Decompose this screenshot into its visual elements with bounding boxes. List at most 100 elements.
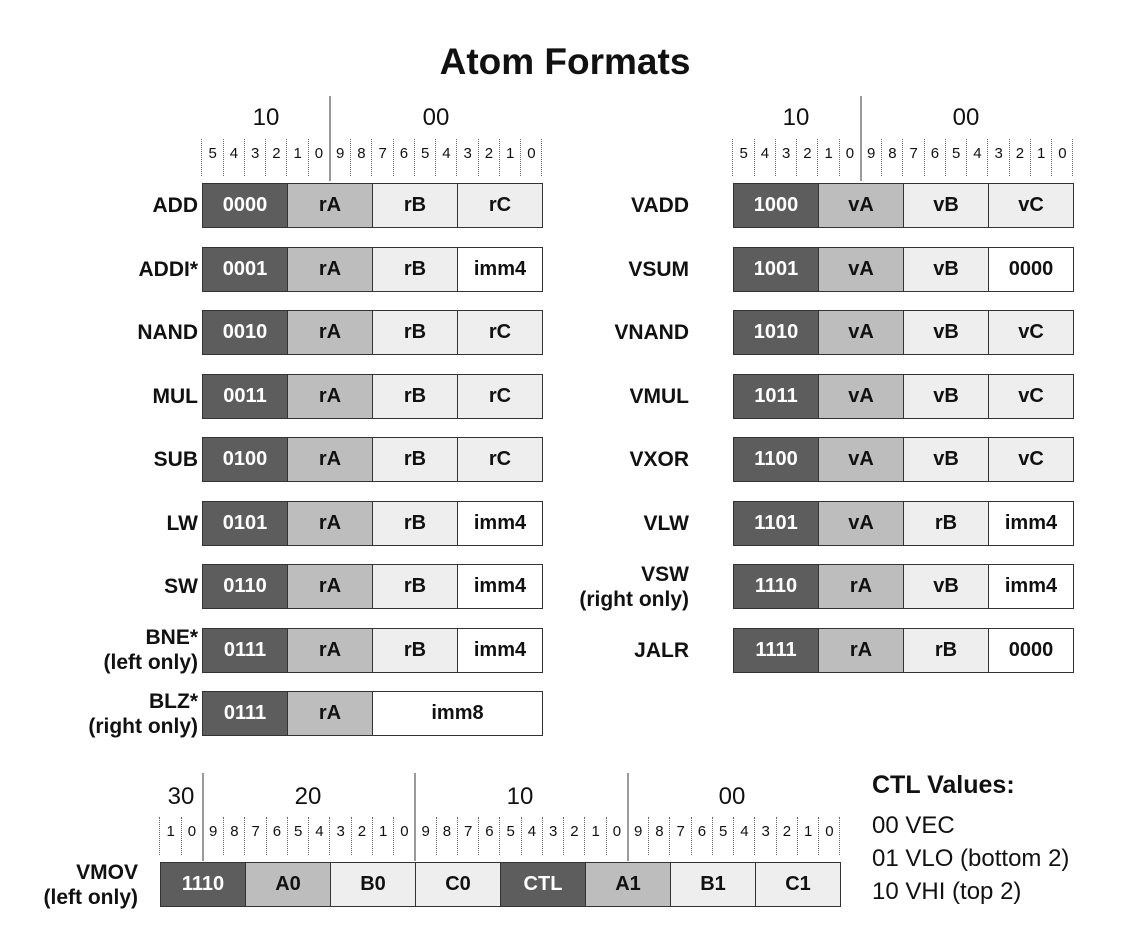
left_panel-bit-number: 5 [208,145,217,162]
right_panel-instruction-label: VSUM [573,257,689,282]
left_panel-bit-number: 3 [250,145,260,162]
right_panel-instruction-label: VNAND [573,320,689,345]
right_panel-group-divider [859,96,862,181]
left_panel-bit-number: 8 [357,145,366,162]
right_panel-field-vc: vC [988,373,1074,419]
instruction-note: (left only) [103,651,199,674]
bottom_panel-bit-separator [711,817,713,855]
bottom_panel-bit-number: 5 [293,823,303,840]
right_panel-instruction-label: VLW [573,511,690,536]
right_panel-field-va: vA [818,246,904,292]
left_panel-instruction-label: MUL [42,384,199,409]
bottom_panel-bit-number: 3 [761,823,770,840]
left_panel-field-imm8: imm8 [372,691,543,736]
left_panel-bit-separator [456,139,458,176]
left_panel-field-0111: 0111 [202,627,288,673]
bottom_panel-group-label: 00 [718,783,746,810]
instruction-name: MUL [152,384,199,408]
left_panel-instruction-label: LW [42,511,199,536]
bottom_panel-bit-number: 3 [336,823,345,840]
right_panel-bit-number: 9 [866,145,876,162]
bottom_panel-bit-separator [541,817,543,855]
left_panel-field-rb: rB [372,373,458,419]
bottom_panel-group-label: 20 [294,783,322,810]
right_panel-bit-number: 2 [1015,145,1025,162]
instruction-note: (left only) [43,885,139,909]
right_panel-bit-separator [1008,139,1010,176]
bottom_panel-bit-number: 7 [676,823,685,840]
right_panel-bit-number: 0 [1058,145,1067,162]
instruction-name: BLZ* [149,689,198,713]
bottom_panel-group-divider [201,773,204,861]
left_panel-bit-number: 1 [293,145,302,162]
bottom_panel-bit-number: 1 [166,823,175,840]
bottom_panel-bit-separator [520,817,522,855]
instruction-name: JALR [634,638,689,662]
right_panel-field-1110: 1110 [733,564,819,609]
ctl-values-list: 00 VEC 01 VLO (bottom 2) 10 VHI (top 2) [872,809,1069,908]
right_panel-field-va: vA [818,183,904,228]
instruction-name: VADD [631,194,689,217]
bottom_panel-bit-number: 9 [208,823,218,840]
left_panel-bit-number: 4 [229,145,239,162]
bottom_panel-bit-number: 0 [825,823,834,840]
right_panel-field-vb: vB [903,183,989,228]
bottom_panel-bit-separator [223,817,224,855]
bottom_panel-bit-separator [754,817,756,855]
instruction-name: BNE* [145,626,198,649]
left_panel-instruction-label: NAND [42,320,198,345]
bottom_panel-instruction-label: VMOV (left only) [0,860,139,910]
right_panel-field-0000: 0000 [988,627,1074,673]
right_panel-field-imm4: imm4 [988,500,1074,546]
instruction-note: (right only) [579,587,689,611]
left_panel-field-ra: rA [287,691,373,736]
right_panel-field-vc: vC [988,437,1074,482]
bottom_panel-bit-separator [478,817,479,855]
ctl-values-heading: CTL Values: [872,771,1015,799]
left_panel-bit-separator [392,139,394,176]
right_panel-instruction-label: VMUL [573,384,690,409]
instruction-name: VLW [643,511,690,535]
right_panel-bit-separator [732,139,734,176]
left_panel-field-rb: rB [372,564,458,609]
bottom_panel-bit-separator [796,817,798,855]
bottom_panel-bit-separator [563,817,564,855]
bottom_panel-bit-separator [329,817,331,855]
bottom_panel-bit-number: 0 [187,823,197,840]
bottom_panel-bit-number: 7 [463,823,473,840]
bottom_panel-bit-number: 7 [251,823,260,840]
bottom_panel-bit-separator [456,817,458,855]
right_panel-bit-separator [987,139,989,176]
right_panel-bit-number: 3 [994,145,1003,162]
right_panel-field-va: vA [818,437,904,482]
bottom_panel-group-label: 30 [167,783,195,810]
right_panel-bit-separator [753,139,755,176]
bottom_panel-bit-number: 4 [527,823,537,840]
instruction-name: VXOR [629,448,689,471]
right_panel-bit-number: 5 [951,145,961,162]
left_panel-instruction-label: SW [42,574,198,599]
bottom_panel-bit-separator [669,817,671,855]
left_panel-bit-separator [201,139,203,176]
right_panel-bit-number: 4 [760,145,770,162]
bottom_panel-group-divider [626,773,629,861]
left_panel-field-ra: rA [287,183,373,228]
bottom_panel-bit-separator [818,817,819,855]
right_panel-field-vb: vB [903,373,989,419]
left_panel-bit-number: 2 [272,145,281,162]
left_panel-group-label: 10 [252,104,280,131]
bottom_panel-field-a1: A1 [585,862,671,907]
bottom_panel-bit-number: 8 [655,823,664,840]
right_panel-field-1100: 1100 [733,437,819,482]
bottom_panel-bit-number: 2 [570,823,579,840]
right_panel-bit-separator [796,139,797,176]
bottom_panel-bit-number: 1 [378,823,388,840]
right_panel-field-vb: vB [903,246,989,292]
right_panel-bit-separator [817,139,819,176]
left_panel-group-divider [328,96,331,181]
ctl-value-vlo: 01 VLO (bottom 2) [872,845,1070,872]
left_panel-bit-separator [265,139,266,176]
left_panel-field-0101: 0101 [202,500,288,546]
right_panel-field-1111: 1111 [733,627,819,673]
bottom_panel-bit-separator [733,817,734,855]
